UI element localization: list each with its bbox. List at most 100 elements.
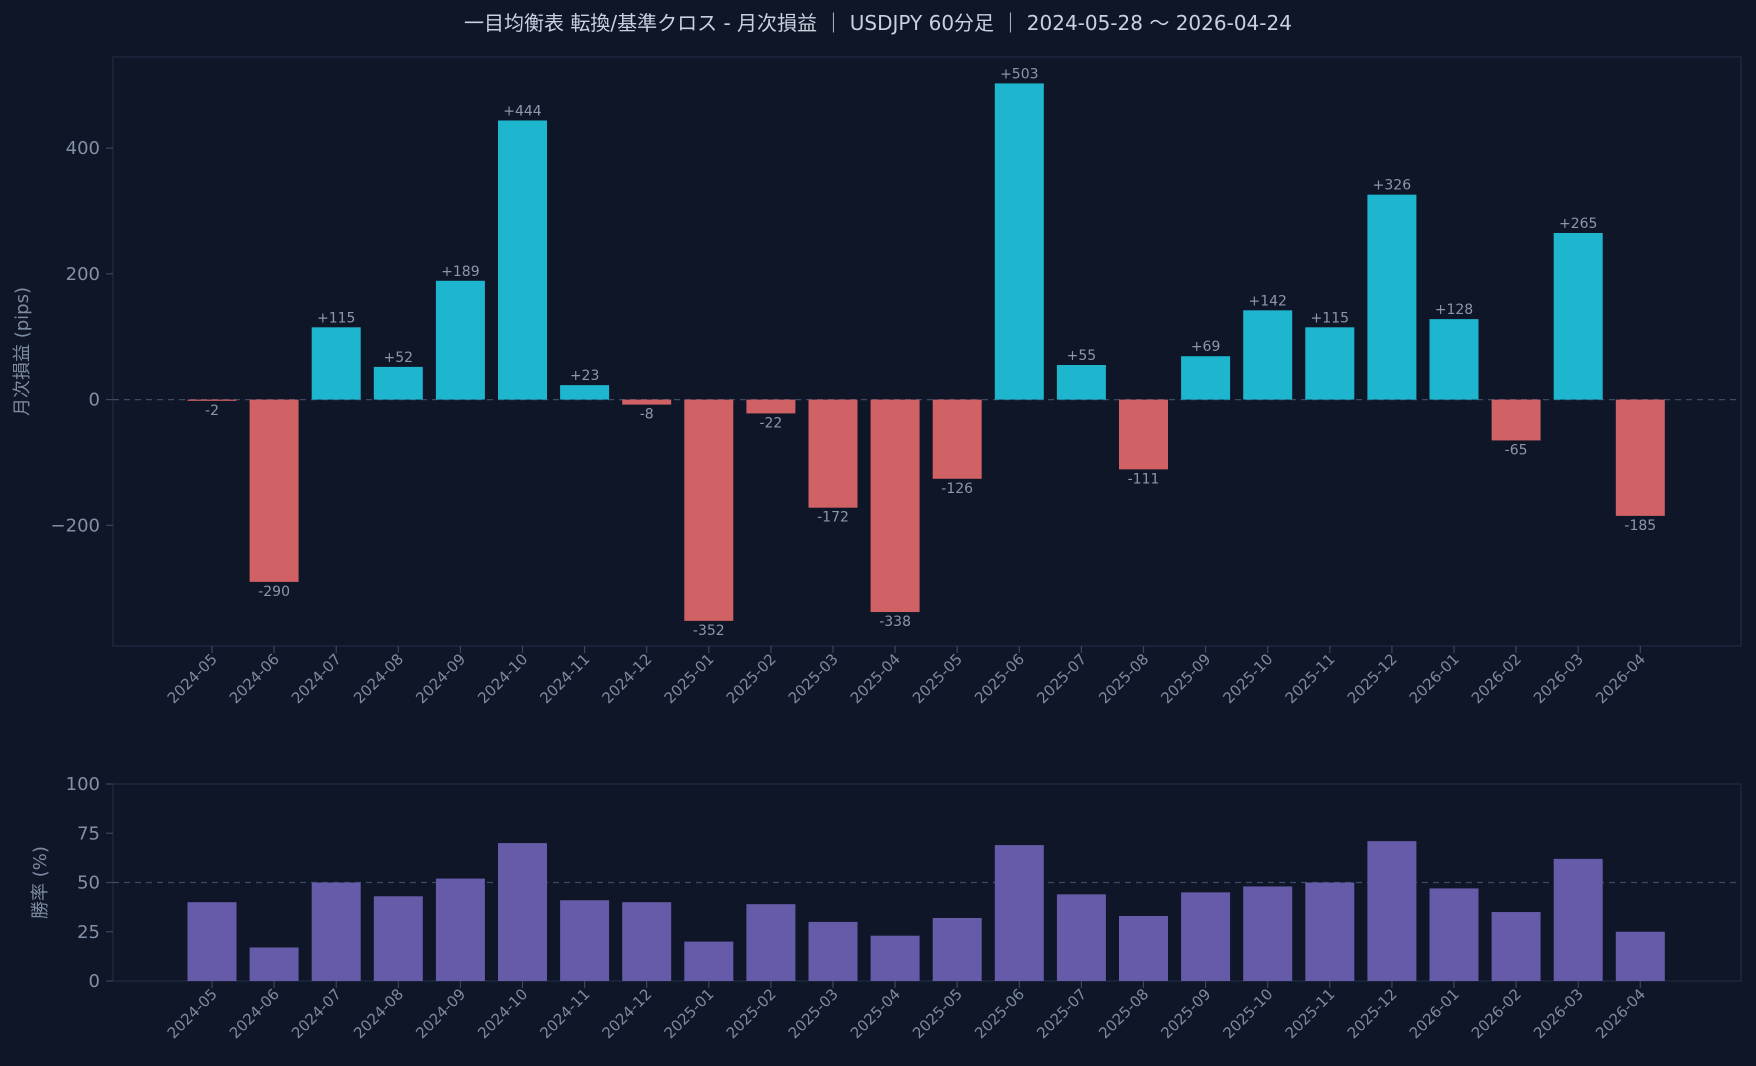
pnl-xtick-label: 2024-11: [536, 650, 593, 707]
pnl-data-label: -65: [1505, 442, 1528, 458]
pnl-data-label: +69: [1191, 339, 1221, 355]
pnl-bar: [1429, 319, 1479, 400]
winrate-bar: [1119, 915, 1168, 981]
winrate-bar: [560, 900, 610, 981]
winrate-ytick-label: 25: [77, 922, 100, 943]
winrate-ytick-label: 50: [77, 873, 100, 894]
pnl-bar: [187, 399, 237, 401]
pnl-xtick-label: 2025-09: [1157, 650, 1214, 707]
pnl-bar: [1243, 310, 1293, 400]
winrate-xtick-label: 2026-01: [1406, 985, 1463, 1042]
pnl-bar: [1305, 327, 1355, 400]
winrate-bar: [1305, 882, 1355, 981]
winrate-xtick-label: 2024-11: [536, 985, 593, 1042]
pnl-data-label: -8: [640, 407, 654, 423]
pnl-plot-frame: [112, 56, 1742, 647]
pnl-bar: [311, 327, 361, 400]
pnl-bar: [560, 385, 610, 400]
pnl-bar: [249, 399, 299, 582]
pnl-data-label: -338: [879, 614, 911, 630]
pnl-xtick-label: 2026-03: [1530, 650, 1587, 707]
winrate-bar: [1367, 841, 1417, 981]
winrate-bar: [187, 902, 237, 981]
pnl-xtick-label: 2024-10: [474, 650, 531, 707]
pnl-data-label: +326: [1373, 178, 1412, 194]
pnl-xtick-label: 2025-08: [1095, 650, 1152, 707]
pnl-bar: [994, 83, 1044, 400]
winrate-xtick-label: 2026-04: [1592, 985, 1649, 1042]
pnl-bar: [684, 399, 734, 621]
winrate-bar: [1553, 858, 1603, 981]
pnl-data-label: +115: [1311, 310, 1349, 326]
winrate-bar: [1181, 892, 1231, 981]
pnl-data-label: +52: [384, 350, 414, 366]
winrate-bar: [870, 935, 920, 981]
winrate-bar: [435, 878, 485, 981]
pnl-bar: [1119, 399, 1168, 470]
pnl-panel: −200 0 200 400 月次損益 (pips) -2 2024-05 -290 2024-…: [12, 56, 1742, 707]
winrate-bar: [1615, 931, 1665, 981]
winrate-xtick-label: 2025-02: [723, 985, 780, 1042]
winrate-xtick-label: 2025-06: [971, 985, 1028, 1042]
pnl-xtick-label: 2026-01: [1406, 650, 1463, 707]
pnl-xtick-label: 2026-04: [1592, 650, 1649, 707]
pnl-xtick-label: 2025-12: [1344, 650, 1401, 707]
winrate-bar: [373, 896, 423, 981]
pnl-bar: [870, 399, 920, 613]
pnl-xtick-label: 2024-05: [164, 650, 221, 707]
pnl-ytick-label: 0: [89, 390, 100, 411]
winrate-xtick-label: 2026-02: [1468, 985, 1525, 1042]
pnl-data-label: +23: [570, 368, 600, 384]
pnl-data-label: -172: [817, 510, 849, 526]
pnl-bar: [1553, 233, 1603, 400]
winrate-bar: [1056, 894, 1106, 981]
winrate-bar: [622, 902, 672, 981]
winrate-xtick-label: 2025-08: [1095, 985, 1152, 1042]
winrate-xtick-label: 2025-11: [1282, 985, 1339, 1042]
winrate-y-axis-label: 勝率 (%): [30, 846, 51, 919]
pnl-data-label: -22: [759, 415, 782, 431]
pnl-xtick-label: 2025-03: [785, 650, 842, 707]
pnl-xtick-label: 2025-06: [971, 650, 1028, 707]
pnl-bar: [808, 399, 858, 508]
pnl-data-label: +503: [1000, 66, 1038, 82]
winrate-ytick-label: 100: [66, 774, 100, 795]
winrate-bar: [684, 941, 734, 981]
pnl-data-label: +444: [503, 103, 542, 119]
pnl-bar: [622, 399, 672, 405]
winrate-bar: [932, 917, 982, 981]
pnl-bar: [1615, 399, 1665, 516]
pnl-xtick-label: 2024-12: [598, 650, 655, 707]
winrate-xtick-label: 2025-05: [909, 985, 966, 1042]
pnl-bar: [932, 399, 982, 479]
pnl-data-label: +265: [1559, 216, 1597, 232]
pnl-xtick-label: 2026-02: [1468, 650, 1525, 707]
pnl-bar: [746, 399, 796, 414]
winrate-bar: [311, 882, 361, 981]
winrate-xtick-label: 2024-08: [350, 985, 407, 1042]
pnl-bar: [435, 280, 485, 400]
pnl-data-label: +115: [317, 310, 355, 326]
winrate-bar: [1243, 886, 1293, 981]
winrate-xtick-label: 2024-05: [164, 985, 221, 1042]
pnl-y-axis-label: 月次損益 (pips): [12, 287, 33, 416]
winrate-xtick-label: 2025-07: [1033, 985, 1090, 1042]
winrate-xtick-label: 2025-10: [1219, 985, 1276, 1042]
winrate-xtick-label: 2025-09: [1157, 985, 1214, 1042]
winrate-xtick-label: 2025-01: [661, 985, 718, 1042]
winrate-bar: [994, 845, 1044, 981]
pnl-xtick-label: 2024-09: [412, 650, 469, 707]
pnl-bar: [1181, 356, 1231, 400]
winrate-xtick-label: 2025-04: [847, 985, 904, 1042]
pnl-ytick-label: 200: [66, 264, 100, 285]
winrate-bar: [249, 947, 299, 981]
pnl-data-label: +128: [1435, 302, 1473, 318]
pnl-bar: [498, 120, 547, 400]
pnl-xtick-label: 2025-01: [661, 650, 718, 707]
winrate-xtick-label: 2024-06: [226, 985, 283, 1042]
pnl-data-label: +189: [441, 264, 479, 280]
pnl-ytick-label: 400: [66, 138, 100, 159]
chart-title: 一目均衡表 転換/基準クロス - 月次損益 ｜ USDJPY 60分足 ｜ 20…: [464, 11, 1292, 35]
pnl-data-label: +55: [1067, 348, 1097, 364]
